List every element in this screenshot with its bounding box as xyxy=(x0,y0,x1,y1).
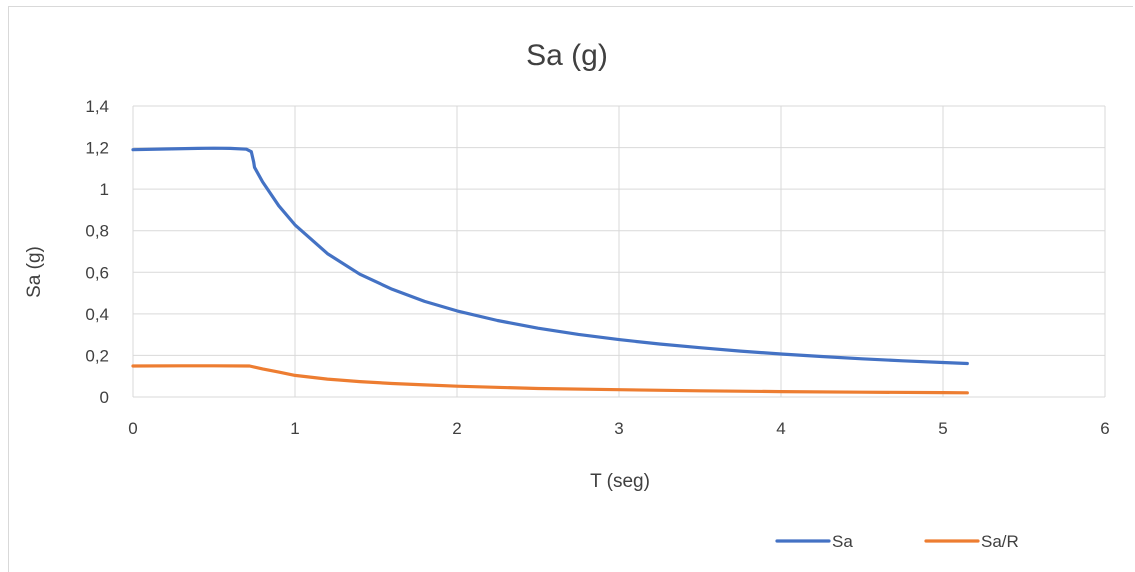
x-axis-title: T (seg) xyxy=(590,471,650,492)
y-tick-label: 0,4 xyxy=(85,305,109,324)
y-tick-label: 1 xyxy=(100,180,109,199)
series-line-sa xyxy=(131,146,969,366)
y-tick-label: 0 xyxy=(100,388,109,407)
gridlines xyxy=(132,105,1106,398)
x-tick-label: 4 xyxy=(776,419,785,438)
y-tick-label: 1,4 xyxy=(85,97,109,116)
x-tick-label: 5 xyxy=(938,419,947,438)
chart-frame xyxy=(8,6,1133,572)
x-tick-label: 6 xyxy=(1100,419,1109,438)
series-line-sa-r xyxy=(131,364,969,395)
y-tick-label: 0,6 xyxy=(85,263,109,282)
y-axis-title: Sa (g) xyxy=(24,246,45,298)
x-tick-label: 0 xyxy=(128,419,137,438)
y-tick-label: 0,2 xyxy=(85,346,109,365)
y-tick-label: 0,8 xyxy=(85,222,109,241)
legend: Sa Sa/R xyxy=(775,532,1019,551)
x-tick-label: 1 xyxy=(290,419,299,438)
series-lines xyxy=(131,146,969,395)
y-tick-label: 1,2 xyxy=(85,139,109,158)
y-tick-labels: 0 0,2 0,4 0,6 0,8 1 1,2 1,4 xyxy=(85,97,109,407)
x-tick-labels: 0 1 2 3 4 5 6 xyxy=(128,419,1109,438)
legend-label: Sa/R xyxy=(981,532,1019,551)
chart-title: Sa (g) xyxy=(526,39,608,72)
x-tick-label: 3 xyxy=(614,419,623,438)
legend-label: Sa xyxy=(832,532,853,551)
x-tick-label: 2 xyxy=(452,419,461,438)
